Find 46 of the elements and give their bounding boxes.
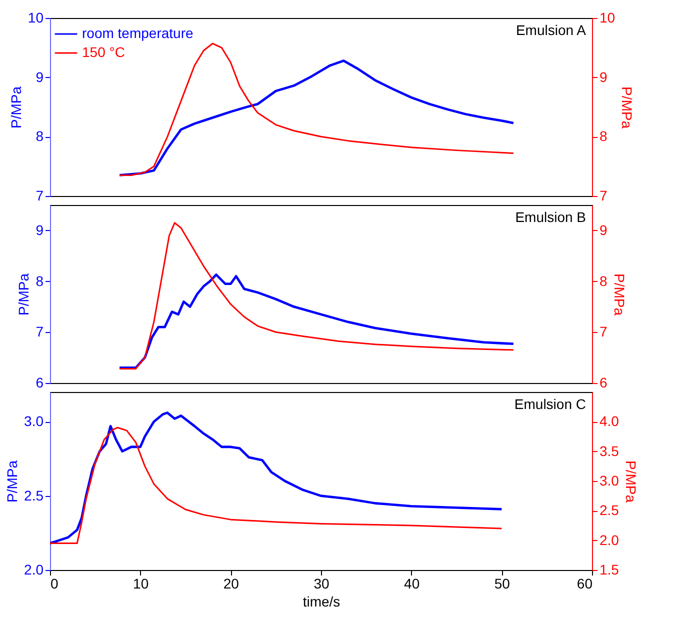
y-tick-label: 9 bbox=[36, 68, 44, 85]
y2-tick-label: 2.0 bbox=[600, 532, 620, 548]
y2-tick-label: 9 bbox=[600, 222, 608, 238]
y2-tick-label: 7 bbox=[600, 188, 608, 204]
y2-tick-label: 2.5 bbox=[600, 502, 620, 518]
y-axis-title: P/MPa bbox=[4, 460, 20, 503]
y2-tick-label: 3.0 bbox=[600, 472, 620, 488]
y2-tick-label: 8 bbox=[600, 272, 608, 289]
y-tick-label: 7 bbox=[36, 324, 44, 340]
x-tick-label: 60 bbox=[576, 576, 593, 592]
y2-tick-label: 4.0 bbox=[600, 413, 620, 430]
y2-tick-label: 1.5 bbox=[600, 562, 620, 578]
line-series bbox=[118, 273, 515, 369]
x-tick-label: 10 bbox=[133, 576, 149, 592]
y-tick-label: 2.0 bbox=[24, 562, 44, 578]
y-axis-title: P/MPa bbox=[8, 86, 24, 129]
y-tick-label: 6 bbox=[36, 374, 44, 390]
x-axis-title: time/s bbox=[302, 594, 340, 610]
y2-tick-label: 8 bbox=[600, 128, 608, 144]
x-tick-label: 30 bbox=[314, 576, 330, 592]
line-series bbox=[118, 222, 514, 370]
y2-tick-label: 9 bbox=[600, 68, 608, 85]
y-tick-label: 10 bbox=[28, 10, 44, 26]
annotation: Emulsion B bbox=[515, 209, 586, 225]
y2-axis-title: P/MPa bbox=[619, 86, 636, 129]
y2-tick-label: 6 bbox=[600, 374, 608, 390]
y-tick-label: 3.0 bbox=[24, 413, 44, 430]
x-tick-label: 20 bbox=[223, 576, 240, 592]
y-tick-label: 9 bbox=[36, 222, 44, 238]
x-tick-label: 50 bbox=[494, 576, 510, 592]
x-tick-label: 40 bbox=[404, 576, 420, 592]
y2-axis-title: P/MPa bbox=[622, 460, 639, 503]
y2-tick-label: 10 bbox=[600, 10, 616, 26]
y-tick-label: 8 bbox=[36, 128, 44, 144]
y2-tick-label: 3.5 bbox=[600, 442, 620, 459]
annotation: Emulsion A bbox=[516, 22, 587, 38]
y-tick-label: 2.5 bbox=[24, 487, 44, 504]
y-tick-label: 7 bbox=[36, 188, 44, 204]
y-tick-label: 8 bbox=[36, 272, 44, 289]
annotation: Emulsion C bbox=[514, 396, 586, 412]
y-axis-title: P/MPa bbox=[16, 273, 32, 316]
x-tick-label: 0 bbox=[50, 576, 58, 592]
legend-label: room temperature bbox=[82, 25, 194, 41]
y2-tick-label: 7 bbox=[600, 324, 608, 340]
legend-label: 150 °C bbox=[82, 44, 125, 60]
y2-axis-title: P/MPa bbox=[611, 273, 628, 316]
